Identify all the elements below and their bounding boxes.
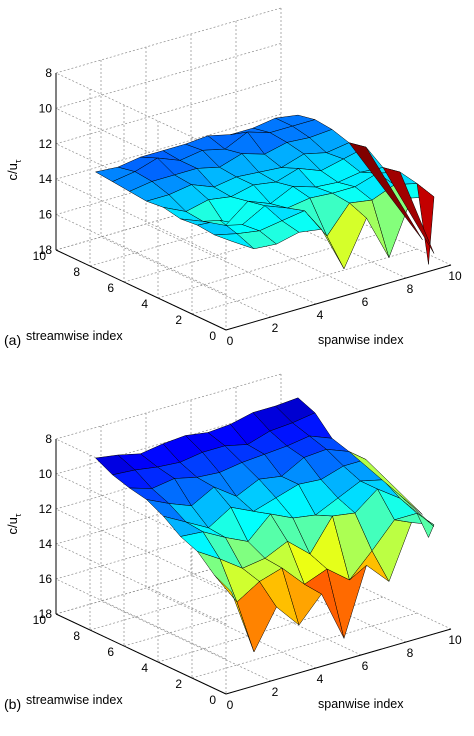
floor-grid-line: [157, 596, 384, 663]
y-tick-label: 8: [73, 629, 80, 643]
y-tick-label: 8: [73, 265, 80, 279]
floor-grid-line: [123, 216, 350, 283]
floor-grid-line: [157, 232, 384, 299]
panel-label: (a): [4, 332, 21, 348]
tick-labels: 0 2 4 6 8 10 0 2 4 6 8 10 8 10 12 14 16 18: [33, 432, 462, 712]
z-tick-label: 8: [45, 432, 52, 446]
back-wall-grid-line: [55, 7, 282, 74]
surface-mesh: [95, 397, 435, 653]
back-wall-grid-line: [55, 184, 282, 251]
y-tick-label: 10: [33, 613, 47, 627]
floor-grid-line: [100, 236, 272, 318]
axis-lines: [55, 439, 452, 695]
y-tick-label: 0: [209, 329, 216, 343]
floor-grid-line: [145, 223, 317, 305]
x-axis-label: spanwise index: [318, 697, 404, 711]
z-tick-label: 16: [39, 208, 53, 222]
left-wall-grid-line: [55, 473, 227, 555]
x-tick-label: 4: [317, 672, 324, 686]
surface-panel-a: 0 2 4 6 8 10 0 2 4 6 8 10 8 10 12 14 16 18 c/uτ (a) strea…: [4, 7, 462, 348]
x-tick-label: 0: [227, 334, 234, 348]
y-tick-label: 6: [107, 645, 114, 659]
floor-grid-line: [145, 587, 317, 669]
back-wall-grid-line: [55, 373, 282, 440]
x-tick-label: 0: [227, 698, 234, 712]
z-axis-label-subscript: τ: [13, 159, 23, 163]
panel-label: (b): [4, 696, 21, 712]
back-wall-grid-line: [55, 548, 282, 615]
x-tick-label: 8: [407, 646, 414, 660]
back-wall-grid-line: [55, 408, 282, 475]
surface-facet: [348, 142, 423, 241]
left-wall-grid-line: [55, 543, 227, 625]
z-axis-label: c/uτ: [5, 513, 23, 534]
y-tick-label: 2: [175, 677, 182, 691]
x-tick-label: 6: [362, 659, 369, 673]
z-tick-label: 14: [39, 537, 53, 551]
y-tick-label: 10: [33, 249, 47, 263]
x-axis-label: spanwise index: [318, 333, 404, 347]
left-wall-grid-line: [55, 108, 227, 189]
y-tick-label: 6: [107, 281, 114, 295]
left-wall-grid-line: [55, 178, 227, 260]
floor-grid-line: [190, 574, 362, 656]
floor-grid-line: [89, 200, 316, 267]
y-axis-line: [55, 249, 227, 331]
z-tick-label: 18: [39, 243, 53, 257]
surface-facet: [382, 167, 435, 254]
y-axis-label: streamwise index: [26, 329, 123, 343]
x-axis-line: [225, 628, 452, 695]
x-tick-label: 10: [448, 633, 462, 647]
back-wall-grid-line: [55, 113, 282, 180]
back-wall-grid-line: [55, 43, 282, 109]
floor-grid-line: [191, 248, 418, 315]
z-axis-label: c/uτ: [5, 159, 23, 180]
x-tick-label: 4: [317, 308, 324, 322]
z-tick-label: 14: [39, 172, 53, 186]
left-wall-grid-line: [55, 578, 227, 660]
y-tick-label: 0: [209, 693, 216, 707]
x-axis-line: [225, 264, 452, 331]
z-axis-label-main: c/u: [5, 517, 20, 534]
z-tick-label: 8: [45, 66, 52, 80]
y-tick-label: 4: [141, 297, 148, 311]
back-wall-grid-line: [55, 78, 282, 145]
floor-grid-line: [191, 612, 418, 679]
x-tick-label: 2: [272, 685, 279, 699]
z-tick-label: 12: [39, 137, 53, 151]
z-tick-label: 10: [39, 101, 53, 115]
surface-facet: [348, 451, 423, 515]
x-tick-label: 6: [362, 295, 369, 309]
z-axis-label-main: c/u: [5, 163, 20, 180]
surface-panel-b: 0 2 4 6 8 10 0 2 4 6 8 10 8 10 12 14 16 18 c/uτ (b) strea…: [4, 373, 462, 712]
z-tick-label: 18: [39, 607, 53, 621]
z-tick-label: 16: [39, 572, 53, 586]
back-wall-grid-line: [55, 513, 282, 580]
floor-grid-line: [89, 564, 316, 631]
x-tick-label: 10: [448, 269, 462, 283]
x-tick-label: 2: [272, 321, 279, 335]
y-tick-label: 4: [141, 661, 148, 675]
y-axis-label: streamwise index: [26, 693, 123, 707]
y-tick-label: 2: [175, 313, 182, 327]
tick-labels: 0 2 4 6 8 10 0 2 4 6 8 10 8 10 12 14 16 18: [33, 66, 462, 348]
z-tick-label: 12: [39, 502, 53, 516]
z-axis-label-subscript: τ: [13, 513, 23, 517]
left-wall-grid-line: [55, 72, 227, 154]
z-tick-label: 10: [39, 467, 53, 481]
floor-grid-line: [123, 580, 350, 647]
left-wall-grid-line: [55, 508, 227, 590]
x-tick-label: 8: [407, 282, 414, 296]
surface-mesh: [95, 114, 435, 270]
axis-lines: [55, 73, 452, 331]
y-axis-line: [55, 613, 227, 695]
left-wall-grid-line: [55, 214, 227, 295]
floor-grid-line: [100, 600, 272, 682]
